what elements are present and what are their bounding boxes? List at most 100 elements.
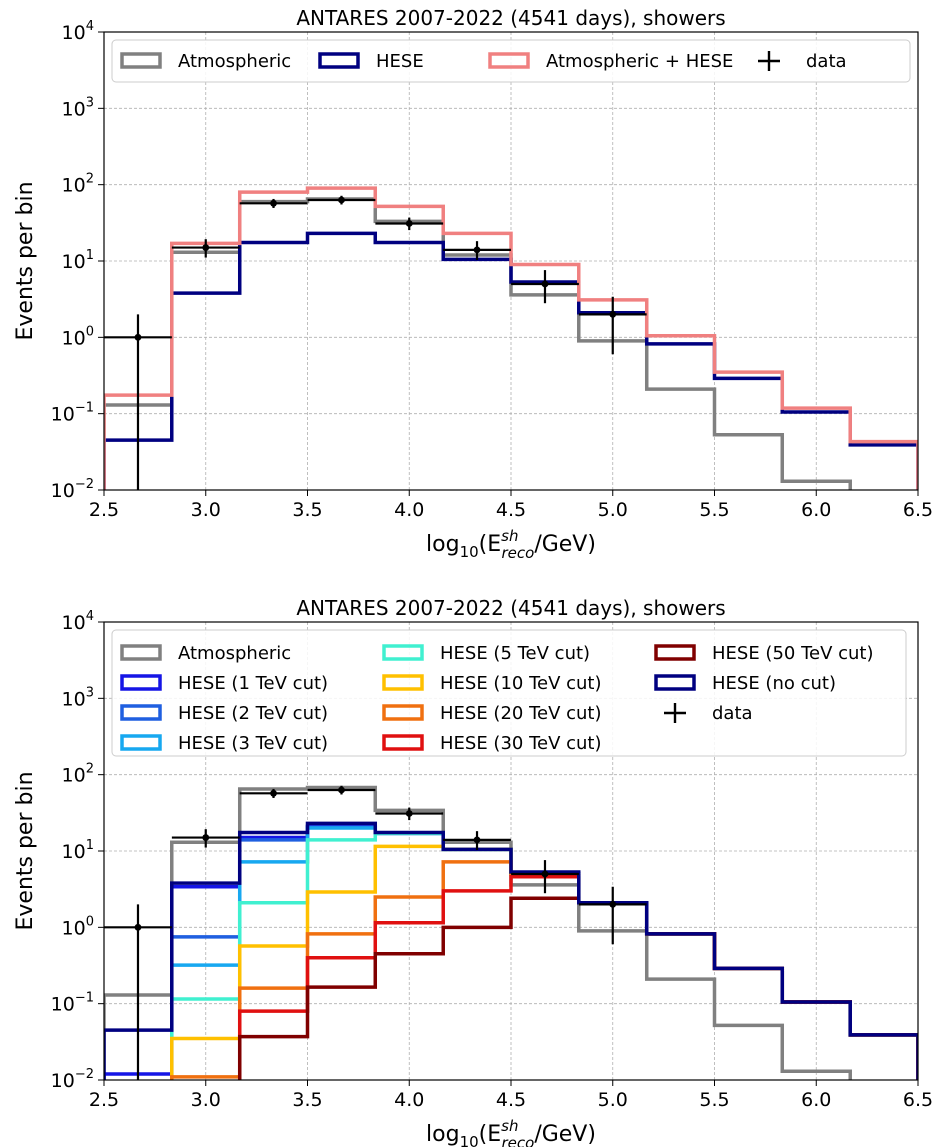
legend-item-hese-5-tev-cut: HESE (5 TeV cut) xyxy=(382,643,590,664)
legend-swatch xyxy=(654,644,696,661)
x-label-close: /GeV) xyxy=(534,532,596,557)
legend-item-hese-1-tev-cut: HESE (1 TeV cut) xyxy=(120,673,328,694)
y-tick-label: 10−1 xyxy=(51,991,94,1016)
x-label-log: log xyxy=(426,1122,460,1147)
chart-title: ANTARES 2007-2022 (4541 days), showers xyxy=(296,596,725,620)
legend-box xyxy=(111,629,907,757)
legend-label: HESE (30 TeV cut) xyxy=(440,733,602,754)
legend: Atmospheric HESE (1 TeV cut) HESE (2 TeV c… xyxy=(111,629,907,757)
legend-swatch xyxy=(120,674,162,691)
y-axis-label: Events per bin xyxy=(13,771,38,930)
y-tick-label: 101 xyxy=(62,248,94,273)
legend-swatch xyxy=(120,52,162,69)
x-tick-label: 5.0 xyxy=(598,499,628,521)
x-label-open: (E xyxy=(479,532,501,557)
data-point xyxy=(609,900,617,908)
legend-label: HESE (3 TeV cut) xyxy=(178,733,328,754)
data-point xyxy=(202,244,210,251)
x-tick-label: 4.0 xyxy=(394,1089,424,1111)
legend-swatch xyxy=(488,52,530,69)
legend-label: HESE (no cut) xyxy=(712,673,836,694)
data-point xyxy=(338,196,345,204)
x-tick-label: 3.0 xyxy=(191,499,221,521)
y-tick-base: 10 xyxy=(62,327,86,349)
x-label-log-base: 10 xyxy=(460,1133,479,1147)
y-tick-label: 10−2 xyxy=(51,1067,94,1092)
legend-item-data: data xyxy=(758,51,847,72)
legend-item-hese-3-tev-cut: HESE (3 TeV cut) xyxy=(120,733,328,754)
x-label-log: log xyxy=(426,532,460,557)
y-tick-base: 10 xyxy=(62,841,86,863)
y-tick-label: 102 xyxy=(62,172,94,197)
x-label-sup: sh xyxy=(501,1117,518,1135)
series-line-hese-no-cut xyxy=(104,821,918,1080)
legend-label: HESE xyxy=(376,51,424,72)
legend-item-hese-no-cut: HESE (no cut) xyxy=(654,673,836,694)
data-point xyxy=(405,220,413,227)
legend-label: data xyxy=(712,703,753,724)
x-label-log-base: 10 xyxy=(460,543,479,561)
x-tick-label: 4.5 xyxy=(496,1089,526,1111)
data-point xyxy=(270,789,277,797)
series-group xyxy=(104,785,918,1080)
data-points xyxy=(104,785,647,1080)
legend-swatch xyxy=(382,704,424,721)
legend-swatch xyxy=(318,52,360,69)
y-tick-label: 100 xyxy=(62,914,94,939)
y-tick-label: 101 xyxy=(62,838,94,863)
x-label-open: (E xyxy=(479,1122,501,1147)
x-label-sub: reco xyxy=(501,1134,534,1147)
x-tick-label: 6.0 xyxy=(801,1089,831,1111)
data-point xyxy=(541,280,549,288)
x-tick-label: 3.0 xyxy=(191,1089,221,1111)
legend-label: HESE (2 TeV cut) xyxy=(178,703,328,724)
legend-label: HESE (20 TeV cut) xyxy=(440,703,602,724)
legend-label: HESE (1 TeV cut) xyxy=(178,673,328,694)
data-point xyxy=(270,199,277,207)
y-tick-label: 104 xyxy=(62,609,94,634)
y-tick-base: 10 xyxy=(51,480,75,502)
x-tick-label: 2.5 xyxy=(89,1089,119,1111)
y-tick-exponent: −1 xyxy=(75,991,94,1006)
y-tick-label: 102 xyxy=(62,762,94,787)
legend-swatch xyxy=(382,674,424,691)
legend-item-atmospheric: Atmospheric xyxy=(120,51,291,72)
y-tick-base: 10 xyxy=(62,688,86,710)
x-tick-label: 2.5 xyxy=(89,499,119,521)
y-tick-base: 10 xyxy=(51,994,75,1016)
data-point xyxy=(473,246,481,254)
data-point xyxy=(134,923,142,931)
x-tick-label: 3.5 xyxy=(292,499,322,521)
y-tick-exponent: 2 xyxy=(86,172,94,187)
legend-box xyxy=(111,39,911,83)
y-tick-base: 10 xyxy=(62,765,86,787)
x-tick-label: 6.0 xyxy=(801,499,831,521)
y-tick-base: 10 xyxy=(51,404,75,426)
y-tick-label: 100 xyxy=(62,324,94,349)
y-tick-base: 10 xyxy=(62,98,86,120)
y-tick-exponent: 1 xyxy=(86,248,94,263)
legend-swatch xyxy=(120,734,162,751)
y-tick-exponent: 0 xyxy=(86,914,94,929)
legend-item-hese-50-tev-cut: HESE (50 TeV cut) xyxy=(654,643,874,664)
y-tick-exponent: 4 xyxy=(86,609,94,624)
x-axis-label: log10(Esh reco/GeV) xyxy=(426,527,596,562)
legend-label: HESE (5 TeV cut) xyxy=(440,643,590,664)
x-label-sup: sh xyxy=(501,527,518,545)
x-label-close: /GeV) xyxy=(534,1122,596,1147)
legend-item-hese-30-tev-cut: HESE (30 TeV cut) xyxy=(382,733,602,754)
legend: Atmospheric HESE Atmospheric + HESE data xyxy=(111,39,911,83)
x-axis-label: log10(Esh reco/GeV) xyxy=(426,1117,596,1147)
x-axis: 2.5 3.0 3.5 4.0 4.5 5.0 5.5 6.0 6.5 xyxy=(89,490,933,521)
data-point xyxy=(202,834,210,841)
y-tick-exponent: 1 xyxy=(86,838,94,853)
x-tick-label: 5.0 xyxy=(598,1089,628,1111)
legend-item-atmospheric: Atmospheric xyxy=(120,643,291,664)
y-tick-base: 10 xyxy=(51,1070,75,1092)
legend-item-atmospheric-hese: Atmospheric + HESE xyxy=(488,51,733,72)
y-tick-exponent: −2 xyxy=(75,477,94,492)
x-tick-label: 6.5 xyxy=(903,1089,933,1111)
y-tick-exponent: 4 xyxy=(86,19,94,34)
